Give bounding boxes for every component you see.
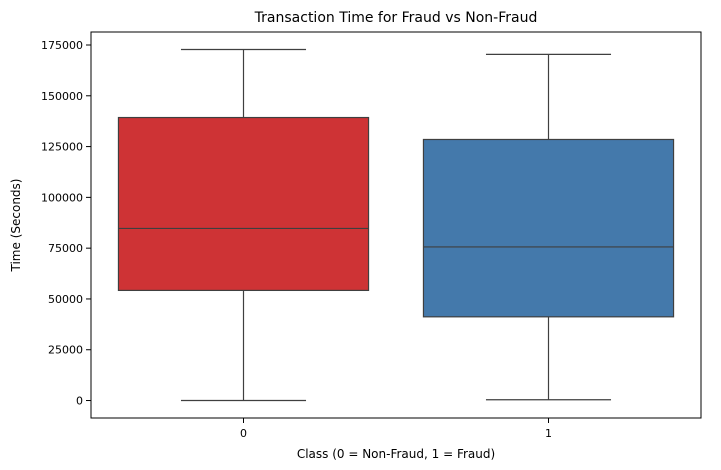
y-axis: 0 25000 50000 75000 100000 125000 150000 175000 xyxy=(41,39,91,408)
y-tick-label: 150000 xyxy=(41,90,83,103)
y-tick-label: 0 xyxy=(76,395,83,408)
x-axis-label: Class (0 = Non-Fraud, 1 = Fraud) xyxy=(297,447,495,461)
y-tick-label: 25000 xyxy=(48,344,83,357)
box-1 xyxy=(422,138,675,318)
box-group-1 xyxy=(422,53,675,401)
x-tick-label: 0 xyxy=(240,427,247,440)
y-tick-label: 175000 xyxy=(41,39,83,52)
plot-area xyxy=(117,48,675,402)
box-group-0 xyxy=(117,48,370,402)
y-tick-label: 100000 xyxy=(41,191,83,204)
plot-frame xyxy=(90,31,702,419)
chart-title: Transaction Time for Fraud vs Non-Fraud xyxy=(254,10,538,26)
y-tick-label: 50000 xyxy=(48,293,83,306)
y-tick-label: 75000 xyxy=(48,242,83,255)
y-axis-label: Time (Seconds) xyxy=(9,179,23,273)
box-0 xyxy=(117,116,370,292)
y-tick-label: 125000 xyxy=(41,141,83,154)
x-tick-label: 1 xyxy=(545,427,552,440)
